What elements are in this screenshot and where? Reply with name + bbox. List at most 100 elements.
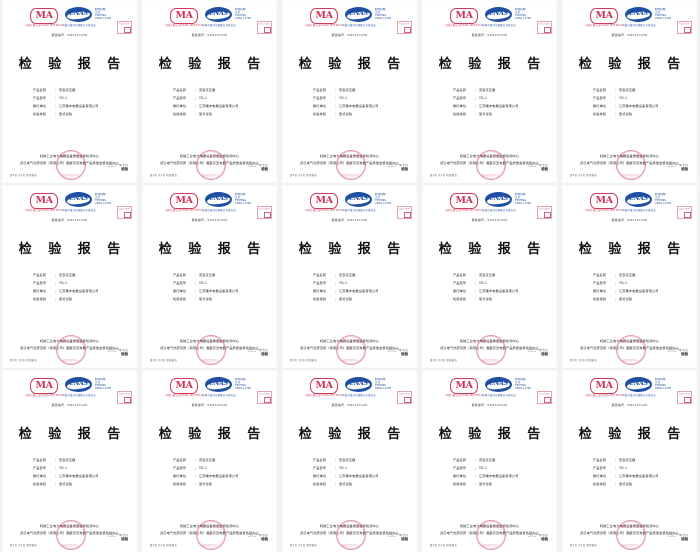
corner-stamp-label: 检验专用章 [258,22,270,25]
field-value: 江苏曙丰电器设备有限公司 [199,289,239,293]
field-row: 产品型号 ： YD-1 [33,95,129,103]
field-value: 型式试验 [619,297,633,301]
page-footnote: 第1页 共1页 检验报告 [150,359,178,362]
certification-header: MA 中国计量认证CHINA METROLOGY ACCREDITATION C… [563,6,696,30]
field-value: 型式试验 [479,112,493,116]
ma-logo-caption: 中国计量认证CHINA METROLOGY ACCREDITATION [445,394,483,397]
organization-line: 机械工业电力电器设备质量监督检测中心 [459,339,520,343]
date-label: 二〇二一年七月 [387,349,408,352]
organization-line: 武汉电气化研究所（有限公司）国家高压电器产品质量监督检验中心 [300,346,399,350]
field-value: 安霸定互器 [199,458,216,462]
ma-logo-caption: 中国计量认证CHINA METROLOGY ACCREDITATION [165,209,203,212]
field-label: 产品名称 [33,458,47,462]
field-colon: ： [55,289,59,293]
page-footnote: 第1页 共1页 检验报告 [430,544,458,547]
field-label: 委托单位 [173,289,187,293]
issuing-organizations: 机械工业电力电器设备质量监督检测中心 武汉电气化研究所（有限公司）国家高压电器产… [563,338,696,352]
document-page-thumbnail[interactable]: MA 中国计量认证CHINA METROLOGY ACCREDITATION C… [143,1,276,182]
document-page-thumbnail[interactable]: MA 中国计量认证CHINA METROLOGY ACCREDITATION C… [563,186,696,367]
corner-stamp-box: 检验专用章 [257,391,272,404]
field-label: 产品名称 [453,273,467,277]
cnas-accreditation-lines: 检测机构 认可 TESTING CNAS L1799 [375,378,392,391]
document-page-thumbnail[interactable]: MA 中国计量认证CHINA METROLOGY ACCREDITATION C… [3,1,136,182]
issuing-organizations: 机械工业电力电器设备质量监督检测中心 武汉电气化研究所（有限公司）国家高压电器产… [143,338,276,352]
document-page-thumbnail[interactable]: MA 中国计量认证CHINA METROLOGY ACCREDITATION C… [423,1,556,182]
cnas-logo-text: CNAS [69,380,88,388]
document-page-thumbnail[interactable]: MA 中国计量认证CHINA METROLOGY ACCREDITATION C… [563,1,696,182]
field-value: 型式试验 [59,112,73,116]
date-label: 二〇二一年七月 [107,534,128,537]
field-row: 产品型号 ： YD-1 [313,465,409,473]
cnas-logo-text: CNAS [349,195,368,203]
field-colon: ： [615,482,619,486]
ma-logo-icon: MA [590,378,618,394]
corner-stamp-box: 检验专用章 [257,206,272,219]
issuing-organizations: 机械工业电力电器设备质量监督检测中心 武汉电气化研究所（有限公司）国家高压电器产… [423,338,556,352]
field-row: 产品型号 ： YD-1 [593,280,689,288]
document-page-thumbnail[interactable]: MA 中国计量认证CHINA METROLOGY ACCREDITATION C… [283,186,416,367]
field-value: YD-1 [199,466,208,470]
cnas-logo-icon: CNAS [345,377,372,392]
organization-line: 武汉电气化研究所（有限公司）国家高压电器产品质量监督检验中心 [300,531,399,535]
cnas-accreditation-lines: 检测机构 认可 TESTING CNAS L1799 [375,193,392,206]
cnas-accreditation-lines: 检测机构 认可 TESTING CNAS L1799 [235,378,252,391]
document-page-thumbnail[interactable]: MA 中国计量认证CHINA METROLOGY ACCREDITATION C… [143,186,276,367]
field-value: 安霸定互器 [59,458,76,462]
field-label: 产品名称 [313,273,327,277]
field-label: 产品名称 [453,88,467,92]
field-row: 委托单位 ： 江苏曙丰电器设备有限公司 [453,473,549,481]
ma-logo-icon: MA [170,193,198,209]
organization-line: 武汉电气化研究所（有限公司）国家高压电器产品质量监督检验中心 [20,161,119,165]
document-page-thumbnail[interactable]: MA 中国计量认证CHINA METROLOGY ACCREDITATION C… [3,371,136,552]
cnas-logo-text: CNAS [629,380,648,388]
document-page-thumbnail[interactable]: MA 中国计量认证CHINA METROLOGY ACCREDITATION C… [143,371,276,552]
corner-stamp-label: 检验专用章 [118,392,130,395]
document-page-thumbnail[interactable]: MA 中国计量认证CHINA METROLOGY ACCREDITATION C… [283,1,416,182]
field-colon: ： [475,289,479,293]
field-label: 产品型号 [173,281,187,285]
cnas-logo-icon: CNAS [205,377,232,392]
field-value: 安霸定互器 [619,458,636,462]
issuing-organizations: 机械工业电力电器设备质量监督检测中心 武汉电气化研究所（有限公司）国家高压电器产… [283,153,416,167]
document-page-thumbnail[interactable]: MA 中国计量认证CHINA METROLOGY ACCREDITATION C… [3,186,136,367]
document-page-thumbnail[interactable]: MA 中国计量认证CHINA METROLOGY ACCREDITATION C… [563,371,696,552]
corner-stamp-label: 检验专用章 [678,22,690,25]
document-page-thumbnail[interactable]: MA 中国计量认证CHINA METROLOGY ACCREDITATION C… [283,371,416,552]
date-block: 二〇二一年七月 检验 [646,534,688,542]
page-title: 检 验 报 告 [438,57,547,72]
date-value: 检验 [401,537,408,542]
field-value: 型式试验 [59,297,73,301]
corner-stamp-label: 检验专用章 [538,22,550,25]
corner-stamp-inner-box [543,26,551,33]
field-colon: ： [475,466,479,470]
field-colon: ： [475,458,479,462]
cnas-logo-text: CNAS [489,10,508,18]
field-value: 型式试验 [339,482,353,486]
organization-line: 机械工业电力电器设备质量监督检测中心 [179,154,240,158]
issuing-organizations: 机械工业电力电器设备质量监督检测中心 武汉电气化研究所（有限公司）国家高压电器产… [563,523,696,537]
field-colon: ： [335,112,339,116]
page-footnote: 第1页 共1页 检验报告 [10,174,38,177]
field-row: 检验类别 ： 型式试验 [313,481,409,489]
field-value: 江苏曙丰电器设备有限公司 [59,474,99,478]
field-row: 检验类别 ： 型式试验 [33,111,129,119]
field-colon: ： [55,482,59,486]
cnas-logo-caption: 中国合格评定国家认可委员会 [62,209,96,212]
date-block: 二〇二一年七月 检验 [226,349,268,357]
document-page-thumbnail[interactable]: MA 中国计量认证CHINA METROLOGY ACCREDITATION C… [423,186,556,367]
field-label: 产品型号 [453,466,467,470]
certification-header: MA 中国计量认证CHINA METROLOGY ACCREDITATION C… [283,191,416,215]
field-label: 委托单位 [173,104,187,108]
date-value: 检验 [681,167,688,172]
field-value: YD-1 [199,96,208,100]
cnas-logo-icon: CNAS [65,7,92,22]
field-value: YD-1 [619,281,628,285]
field-label: 产品名称 [173,88,187,92]
document-page-thumbnail[interactable]: MA 中国计量认证CHINA METROLOGY ACCREDITATION C… [423,371,556,552]
organization-line: 机械工业电力电器设备质量监督检测中心 [459,154,520,158]
page-footnote: 第1页 共1页 检验报告 [10,544,38,547]
date-label: 二〇二一年七月 [247,164,268,167]
issuing-organizations: 机械工业电力电器设备质量监督检测中心 武汉电气化研究所（有限公司）国家高压电器产… [423,523,556,537]
field-colon: ： [195,273,199,277]
